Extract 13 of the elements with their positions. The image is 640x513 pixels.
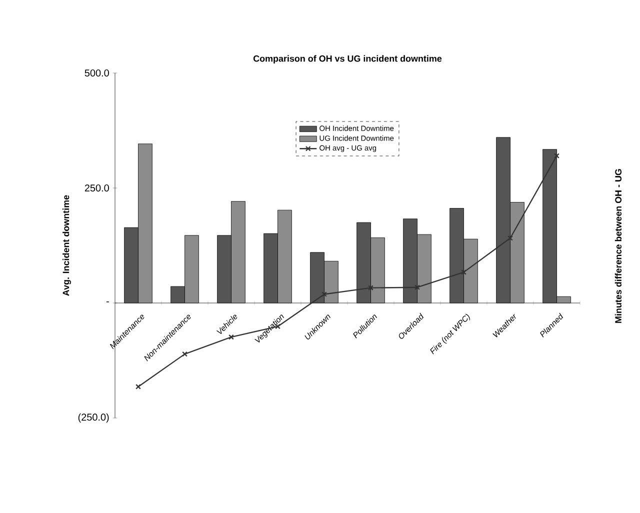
y-axis-title: Avg. Incident downtime [62, 195, 71, 296]
y-tick-label: (250.0) [78, 413, 109, 423]
y-tick-label: 500.0 [84, 69, 109, 77]
point [508, 235, 513, 241]
y2-axis-title: Minutes difference between OH - UG [614, 169, 622, 323]
y-tick-label: 250.0 [84, 184, 109, 192]
point [414, 284, 420, 290]
point [368, 285, 374, 291]
point [322, 292, 327, 297]
point [228, 334, 234, 340]
point [461, 269, 466, 275]
chart-title: Comparison of OH vs UG incident downtime [253, 55, 442, 64]
y-tick-label: - [106, 301, 109, 302]
